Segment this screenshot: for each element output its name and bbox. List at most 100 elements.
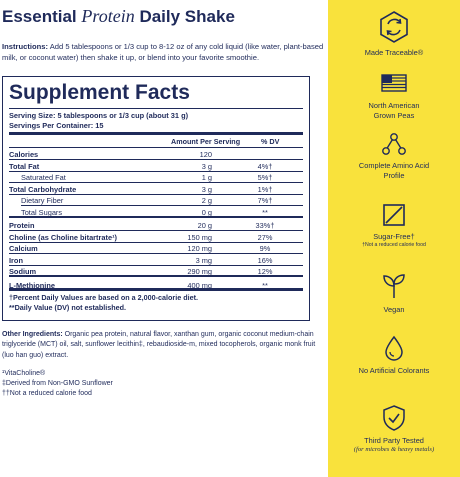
dv-not-established-footnote: **Daily Value (DV) not established. xyxy=(9,303,127,312)
facts-row: Protein 20 g 33%† xyxy=(9,220,303,231)
nutrient-amount: 290 mg xyxy=(187,267,212,276)
badge-vegan: Vegan xyxy=(328,273,460,315)
facts-row: Saturated Fat 1 g 5%† xyxy=(9,172,303,183)
instructions: Instructions: Add 5 tablespoons or 1/3 c… xyxy=(2,41,326,63)
badge-label: Sugar-Free† xyxy=(373,232,415,241)
nutrient-name: Dietary Fiber xyxy=(21,196,64,205)
other-ingredients-text: Organic pea protein, natural flavor, xan… xyxy=(2,331,316,359)
divider xyxy=(9,108,303,109)
nutrient-dv: 1%† xyxy=(257,184,273,194)
facts-row: Total Sugars 0 g ** xyxy=(9,207,303,218)
nutrient-amount: 150 mg xyxy=(187,232,212,242)
sugar-free-icon xyxy=(383,204,405,226)
nutrient-amount: 3 mg xyxy=(195,255,212,265)
facts-row: Dietary Fiber 2 g 7%† xyxy=(9,195,303,206)
nutrient-amount: 400 mg xyxy=(187,280,212,290)
row-divider xyxy=(9,264,303,266)
badge-third-party-tested: Third Party Tested (for microbes & heavy… xyxy=(328,404,460,454)
row-divider xyxy=(9,253,303,254)
badge-amino-acid: Complete Amino Acid Profile xyxy=(328,132,460,180)
badge-note: †Not a reduced calorie food xyxy=(362,241,426,248)
footnote-vitacholine: ¹VitaCholine® xyxy=(2,370,46,377)
nutrient-amount: 120 xyxy=(199,150,212,159)
instructions-text: Add 5 tablespoons or 1/3 cup to 8-12 oz … xyxy=(2,42,324,62)
row-divider xyxy=(9,170,303,172)
row-divider xyxy=(9,275,303,277)
row-divider xyxy=(9,182,303,183)
badge-label: Vegan xyxy=(383,305,405,314)
badge-sub-label: (for microbes & heavy metals) xyxy=(353,445,435,453)
divider-thick xyxy=(9,288,303,291)
nutrient-dv: ** xyxy=(262,280,268,290)
nutrient-dv: 12% xyxy=(257,267,273,276)
facts-row: L-Methionine 400 mg ** xyxy=(9,280,303,291)
footnote-sunflower: ‡Derived from Non-GMO Sunflower xyxy=(2,380,113,387)
nutrient-dv: 9% xyxy=(259,244,271,253)
footnote-calorie: ††Not a reduced calorie food xyxy=(2,390,92,397)
badge-label: Complete Amino Acid Profile xyxy=(358,161,430,180)
nutrient-name: Iron xyxy=(9,255,23,265)
product-title: Essential Protein Daily Shake xyxy=(2,6,235,26)
row-divider xyxy=(9,159,303,160)
nutrient-dv: 4%† xyxy=(257,161,273,171)
nutrient-dv: 5%† xyxy=(257,173,273,182)
nutrient-dv: 33%† xyxy=(255,221,275,230)
facts-row: Calories 120 xyxy=(9,149,303,160)
divider xyxy=(9,147,303,148)
row-divider xyxy=(9,230,303,231)
instructions-label: Instructions: xyxy=(2,42,48,51)
nutrient-amount: 2 g xyxy=(201,196,212,205)
nutrient-dv: ** xyxy=(262,207,268,217)
supplement-facts-panel: Supplement Facts Serving Size: 5 tablesp… xyxy=(2,76,310,321)
badge-north-american-peas: North American Grown Peas xyxy=(328,74,460,120)
nutrient-name: Calories xyxy=(9,150,39,159)
nutrient-dv: 16% xyxy=(257,255,273,265)
supplement-facts-title: Supplement Facts xyxy=(9,81,190,104)
facts-row: Calcium 120 mg 9% xyxy=(9,243,303,254)
nutrient-name: Total Fat xyxy=(9,161,40,171)
molecule-icon xyxy=(382,133,406,155)
other-ingredients-label: Other Ingredients: xyxy=(2,331,63,338)
nutrient-amount: 3 g xyxy=(201,184,212,194)
other-ingredients: Other Ingredients: Organic pea protein, … xyxy=(2,330,326,361)
traceable-arrows-icon xyxy=(380,11,408,43)
nutrient-name: Choline (as Choline bitartrate¹) xyxy=(9,232,117,242)
nutrient-amount: 0 g xyxy=(201,207,212,217)
badge-sugar-free: Sugar-Free† †Not a reduced calorie food xyxy=(328,203,460,249)
nutrient-dv: 27% xyxy=(257,232,273,242)
nutrient-amount: 1 g xyxy=(201,173,212,182)
badge-label: Third Party Tested xyxy=(364,436,424,445)
row-divider xyxy=(9,193,303,195)
badges-panel xyxy=(328,0,460,477)
divider-thick xyxy=(9,132,303,135)
row-divider xyxy=(21,205,303,206)
badge-no-artificial-colorants: No Artificial Colorants xyxy=(328,335,460,376)
nutrient-name: Calcium xyxy=(9,244,38,253)
dv-header: % DV xyxy=(261,137,280,146)
leaf-sprout-icon xyxy=(383,274,405,298)
facts-row: Iron 3 mg 16% xyxy=(9,255,303,266)
shield-check-icon xyxy=(383,405,405,431)
serving-size: Serving Size: 5 tablespoons or 1/3 cup (… xyxy=(9,111,189,120)
badge-label: North American Grown Peas xyxy=(368,101,420,120)
row-divider xyxy=(9,241,303,243)
badge-label: Made Traceable® xyxy=(364,48,424,57)
nutrient-name: Total Carbohydrate xyxy=(9,184,77,194)
facts-row: Sodium 290 mg 12% xyxy=(9,266,303,277)
nutrient-amount: 20 g xyxy=(197,221,212,230)
nutrient-name: L-Methionine xyxy=(9,280,55,290)
droplet-icon xyxy=(385,335,403,361)
facts-row: Choline (as Choline bitartrate¹) 150 mg 27… xyxy=(9,232,303,243)
facts-row: Total Fat 3 g 4%† xyxy=(9,161,303,172)
nutrient-name: Total Sugars xyxy=(21,207,63,217)
badge-label: No Artificial Colorants xyxy=(358,366,430,375)
nutrient-name: Saturated Fat xyxy=(21,173,66,182)
row-divider xyxy=(9,215,303,218)
dv-footnote: †Percent Daily Values are based on a 2,0… xyxy=(9,293,198,302)
nutrient-name: Protein xyxy=(9,221,35,230)
servings-per-container: Servings Per Container: 15 xyxy=(9,121,104,130)
nutrient-dv: 7%† xyxy=(257,196,273,205)
nutrient-amount: 3 g xyxy=(201,161,212,171)
usa-flag-icon xyxy=(381,74,407,92)
nutrient-amount: 120 mg xyxy=(187,244,212,253)
